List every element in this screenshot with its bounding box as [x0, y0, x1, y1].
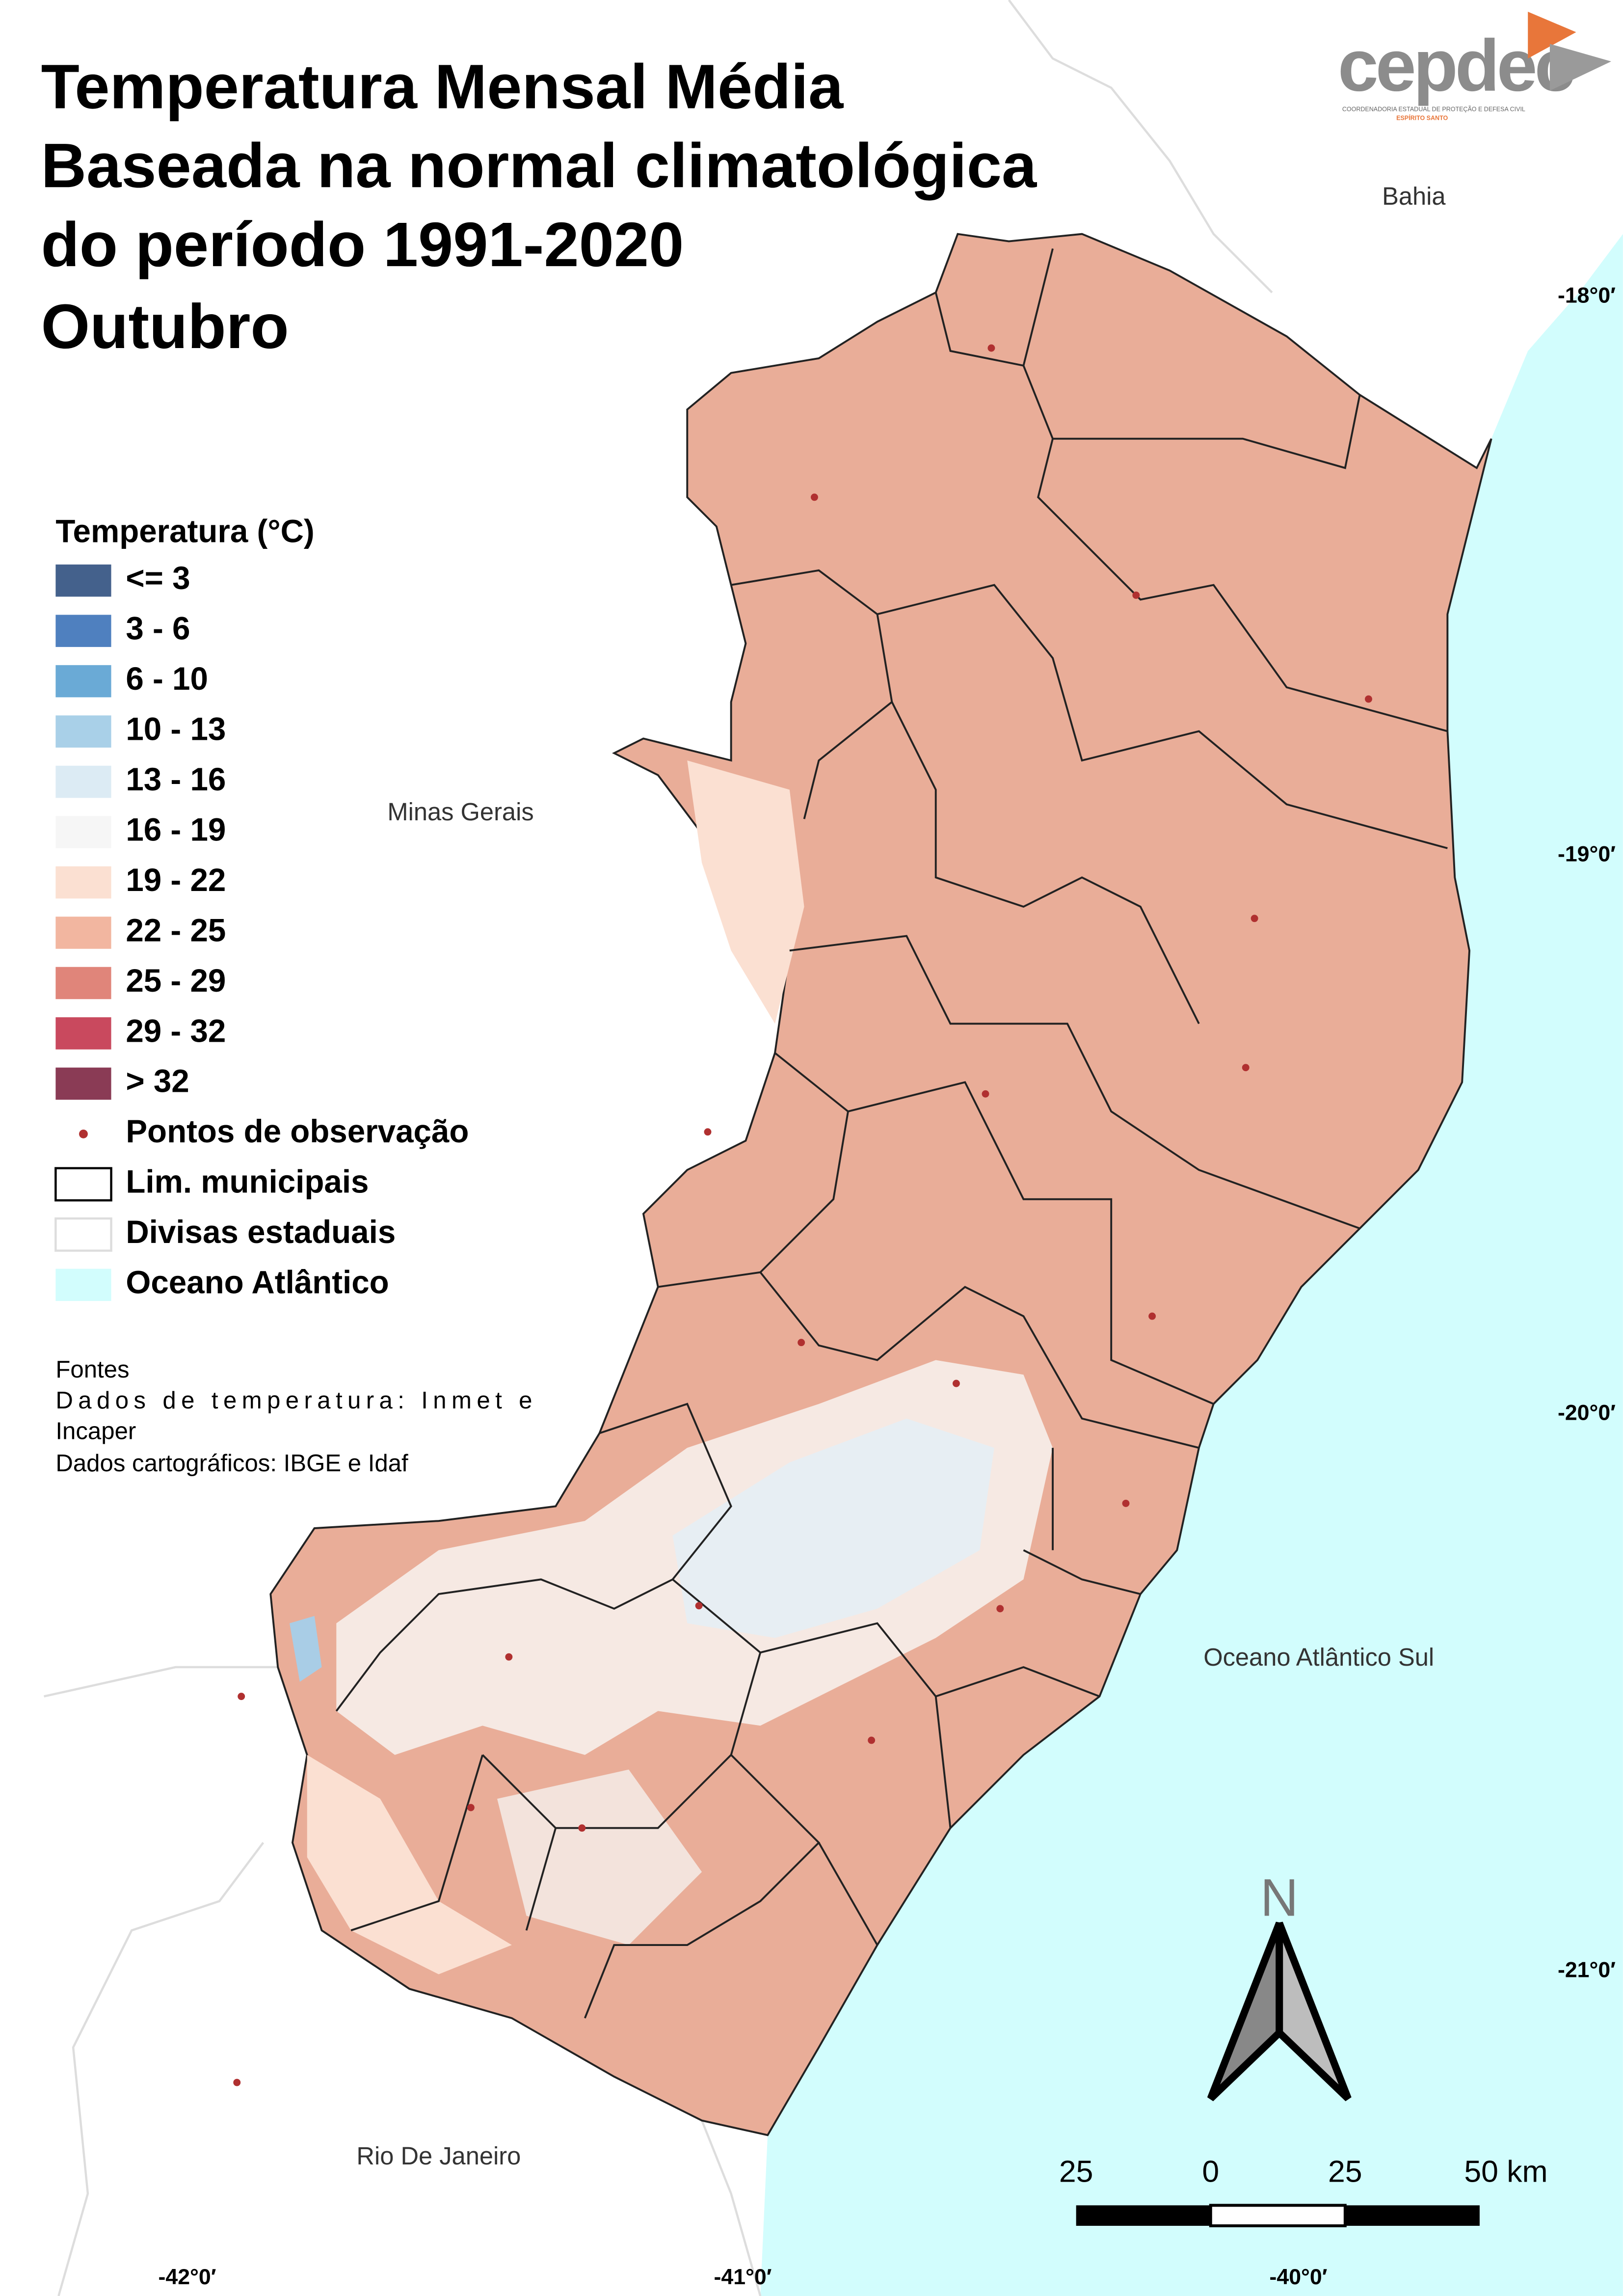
place-label: Bahia	[1382, 182, 1446, 210]
legend-title: Temperatura (°C)	[55, 513, 314, 549]
legend-label: 10 - 13	[126, 711, 226, 747]
legend-swatch	[55, 1269, 111, 1301]
place-label: Oceano Atlântico Sul	[1203, 1643, 1434, 1671]
legend-label: 16 - 19	[126, 811, 226, 847]
legend-label: Pontos de observação	[126, 1113, 469, 1149]
legend-label: 22 - 25	[126, 912, 226, 948]
legend-label: Oceano Atlântico	[126, 1265, 389, 1300]
place-label: Minas Gerais	[387, 798, 533, 826]
legend-label: 29 - 32	[126, 1013, 226, 1049]
north-arrow: N	[1207, 1868, 1352, 2102]
place-label: Rio De Janeiro	[356, 2142, 521, 2170]
legend-label: <= 3	[126, 560, 190, 596]
title-line: Temperatura Mensal Média	[41, 52, 844, 122]
sources-line: Dados de temperatura: Inmet e	[55, 1387, 532, 1414]
legend-swatch	[55, 1067, 111, 1100]
legend-swatch	[55, 1017, 111, 1050]
legend-swatch	[55, 967, 111, 999]
legend-swatch	[79, 1129, 88, 1138]
north-label: N	[1260, 1868, 1298, 1927]
sources-line: Dados cartográficos: IBGE e Idaf	[55, 1450, 408, 1477]
legend-swatch	[55, 564, 111, 597]
legend-swatch	[55, 765, 111, 798]
legend-label: > 32	[126, 1063, 189, 1099]
logo: cepdec COORDENADORIA ESTADUAL DE PROTEÇÃ…	[1338, 11, 1612, 121]
ocean	[760, 234, 1623, 2296]
legend-swatch	[55, 816, 111, 848]
latitude-label: -21°0′	[1558, 1958, 1616, 1982]
legend-label: Divisas estaduais	[126, 1214, 396, 1250]
legend-swatch	[54, 1217, 112, 1252]
highland-areas	[290, 760, 1053, 1974]
title-line: Outubro	[41, 292, 289, 362]
state-border	[44, 0, 1273, 2296]
legend-swatch	[55, 615, 111, 647]
legend-label: 3 - 6	[126, 610, 190, 646]
legend-swatch	[55, 866, 111, 899]
scale-label: 50 km	[1464, 2155, 1547, 2189]
scale-label: 25	[1328, 2155, 1362, 2189]
latitude-label: -20°0′	[1558, 1401, 1616, 1425]
latitude-label: -19°0′	[1558, 842, 1616, 866]
logo-subtitle: COORDENADORIA ESTADUAL DE PROTEÇÃO E DEF…	[1342, 106, 1525, 112]
longitude-label: -41°0′	[714, 2265, 772, 2289]
legend-label: Lim. municipais	[126, 1164, 369, 1200]
logo-state: ESPÍRITO SANTO	[1396, 114, 1448, 121]
legend-label: 19 - 22	[126, 862, 226, 898]
scale-label: 25	[1059, 2155, 1093, 2189]
longitude-label: -42°0′	[158, 2265, 216, 2289]
scale-label: 0	[1202, 2155, 1219, 2189]
sources-line: Incaper	[55, 1418, 136, 1444]
legend-label: 25 - 29	[126, 963, 226, 999]
title-line: do período 1991-2020	[41, 210, 684, 280]
observation-points	[233, 344, 1372, 2086]
legend-swatch	[55, 665, 111, 698]
latitude-label: -18°0′	[1558, 284, 1616, 308]
longitude-label: -40°0′	[1270, 2265, 1328, 2289]
legend: <= 3 3 - 6 6 - 10 10 - 13 13 - 16 16 - 19 19 -…	[54, 560, 469, 1301]
municipal-limits	[335, 248, 1448, 2019]
legend-label: 6 - 10	[126, 661, 208, 697]
legend-swatch	[55, 715, 111, 748]
legend-swatch	[54, 1167, 112, 1202]
title-line: Baseada na normal climatológica	[41, 131, 1038, 201]
scale-bar: 25 0 25 50 km	[1059, 2155, 1548, 2227]
legend-label: 13 - 16	[126, 761, 226, 797]
sources-heading: Fontes	[55, 1356, 129, 1383]
legend-swatch	[55, 917, 111, 949]
